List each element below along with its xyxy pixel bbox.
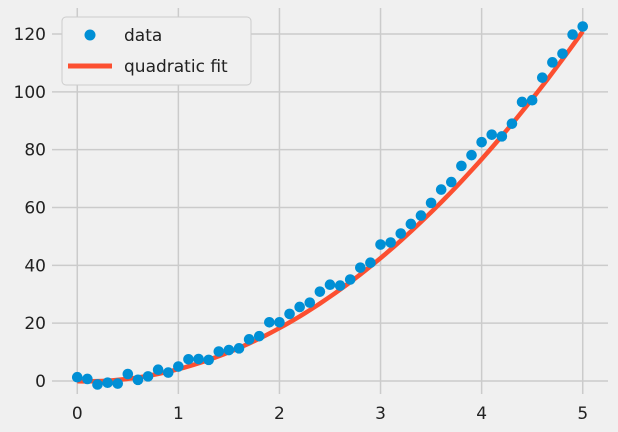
data-point [122, 368, 134, 380]
y-tick-label: 120 [14, 25, 46, 45]
data-point [193, 353, 204, 365]
data-point [314, 286, 326, 297]
data-point [243, 334, 255, 345]
data-point [536, 72, 548, 83]
legend-label-data: data [124, 26, 162, 46]
data-point [233, 343, 245, 354]
data-point [506, 118, 518, 129]
data-point [253, 330, 265, 342]
data-point [92, 379, 103, 390]
x-tick-label: 0 [72, 404, 83, 424]
data-point [516, 96, 528, 108]
data-point [173, 361, 184, 372]
data-point [203, 354, 214, 366]
data-point [375, 239, 386, 250]
x-tick-label: 4 [476, 404, 487, 424]
data-point [577, 21, 589, 32]
data-point [183, 354, 194, 365]
y-tick-label: 40 [24, 256, 46, 276]
data-point [466, 149, 477, 161]
data-point [415, 210, 427, 221]
data-point [435, 184, 447, 195]
y-tick-label: 60 [24, 199, 46, 219]
data-point [355, 262, 366, 273]
data-point [496, 131, 508, 142]
data-point [344, 274, 356, 285]
data-point [132, 374, 144, 386]
data-point [385, 237, 396, 248]
x-tick-label: 5 [577, 404, 588, 424]
data-point [446, 176, 457, 188]
data-point [142, 371, 154, 382]
data-point [365, 257, 376, 269]
data-point [405, 218, 417, 230]
data-points [71, 21, 589, 390]
y-tick-label: 20 [24, 314, 46, 334]
legend-marker-data [84, 29, 96, 41]
data-point [456, 160, 467, 172]
data-point [526, 94, 538, 106]
x-tick-label: 1 [173, 404, 184, 424]
data-point [274, 316, 285, 328]
data-point [162, 367, 174, 378]
data-point [294, 301, 305, 313]
data-point [213, 346, 225, 357]
data-point [264, 316, 275, 328]
data-point [476, 136, 487, 148]
x-tick-label: 3 [375, 404, 386, 424]
data-point [486, 129, 498, 140]
data-point [284, 308, 295, 320]
data-point [567, 29, 578, 40]
data-point [102, 377, 113, 389]
y-axis-ticks: 0 20 40 60 80 100 120 [14, 25, 46, 392]
y-tick-label: 100 [14, 83, 46, 103]
data-point [395, 228, 407, 239]
data-point [547, 57, 558, 68]
data-point [82, 373, 93, 385]
legend-label-fit: quadratic fit [124, 57, 228, 77]
data-point [324, 279, 336, 291]
x-axis-ticks: 0 1 2 3 4 5 [72, 404, 588, 424]
x-tick-label: 2 [274, 404, 285, 424]
legend: data quadratic fit [61, 16, 252, 86]
y-tick-label: 0 [35, 372, 46, 392]
data-point [112, 378, 124, 389]
y-tick-label: 80 [24, 141, 46, 161]
data-point [425, 197, 437, 209]
data-point [71, 371, 83, 383]
data-point [223, 344, 235, 356]
data-point [304, 297, 316, 308]
data-point [152, 364, 164, 376]
data-point [334, 280, 346, 291]
data-point [557, 48, 568, 59]
